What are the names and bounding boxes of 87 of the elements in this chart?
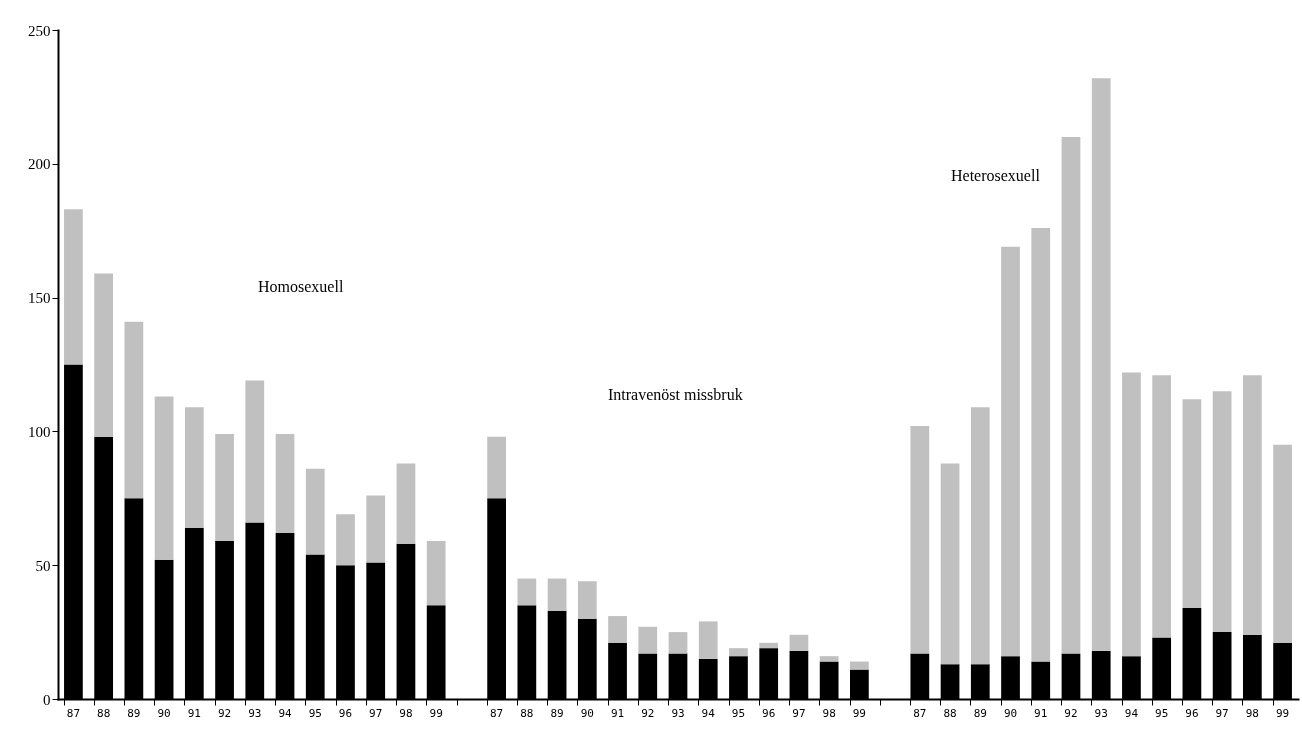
bar	[94, 273, 114, 437]
x-tick-label: 97	[1215, 706, 1229, 720]
bar	[275, 434, 295, 534]
bar	[910, 426, 930, 654]
x-tick-label: 96	[762, 706, 776, 720]
y-tick-label: 0	[43, 691, 51, 708]
x-tick-label: 95	[731, 706, 746, 720]
bar	[1091, 78, 1111, 651]
x-tick-label: 97	[369, 706, 383, 720]
y-tick-label: 50	[35, 557, 51, 574]
x-tick-label: 98	[822, 706, 836, 720]
bar	[729, 648, 748, 657]
bar	[577, 581, 597, 619]
x-tick-label: 89	[550, 706, 564, 720]
bar	[305, 468, 325, 555]
x-tick-label: 91	[610, 706, 625, 720]
bar	[1152, 375, 1172, 638]
annotation: Heterosexuell	[951, 167, 1041, 184]
bar	[154, 396, 174, 560]
x-tick-label: 98	[1245, 706, 1259, 720]
bar	[184, 407, 204, 528]
bar	[396, 463, 416, 544]
bar	[668, 632, 688, 654]
x-tick-label: 87	[490, 706, 504, 720]
x-tick-label: 87	[66, 706, 81, 720]
x-tick-label: 94	[1124, 706, 1139, 720]
x-tick-label: 90	[580, 706, 594, 720]
x-tick-label: 98	[399, 706, 413, 720]
bar	[245, 380, 265, 523]
bar	[819, 656, 839, 662]
bar	[940, 463, 960, 665]
x-tick-label: 96	[338, 706, 353, 720]
bar	[215, 434, 234, 542]
bar	[336, 514, 355, 566]
bar	[698, 621, 718, 659]
bar	[64, 209, 83, 365]
x-tick-label: 88	[943, 706, 957, 720]
annotation: Intravenöst missbruk	[608, 386, 743, 403]
annotation: Homosexuell	[258, 278, 344, 295]
bar	[426, 541, 446, 606]
x-tick-label: 96	[1185, 706, 1199, 720]
bar	[970, 407, 990, 665]
bar	[1273, 444, 1292, 643]
x-tick-label: 93	[671, 706, 685, 720]
x-tick-label: 88	[520, 706, 534, 720]
bar	[1122, 372, 1141, 657]
bar	[850, 661, 869, 670]
x-tick-label: 90	[157, 706, 171, 720]
x-tick-label: 99	[852, 706, 866, 720]
bar	[1182, 399, 1202, 609]
bar	[517, 578, 537, 606]
y-tick-label: 200	[28, 156, 51, 173]
bar	[366, 495, 386, 563]
x-tick-label: 95	[1155, 706, 1169, 720]
bar	[1212, 391, 1232, 633]
bar	[1242, 375, 1262, 635]
x-tick-label: 94	[278, 706, 293, 720]
y-tick-label: 150	[28, 290, 51, 307]
x-tick-label: 89	[973, 706, 987, 720]
x-tick-label: 99	[429, 706, 443, 720]
x-tick-label: 97	[792, 706, 806, 720]
x-tick-label: 93	[248, 706, 262, 720]
bar	[638, 626, 658, 654]
bar	[1001, 246, 1020, 657]
x-tick-label: 92	[641, 706, 655, 720]
bar	[789, 634, 809, 651]
bar	[1031, 228, 1051, 662]
x-tick-label: 92	[217, 706, 232, 720]
x-tick-label: 88	[97, 706, 111, 720]
x-tick-label: 93	[1094, 706, 1108, 720]
bar	[608, 616, 627, 643]
bar	[124, 321, 144, 499]
bar	[1061, 137, 1081, 654]
bar	[547, 578, 567, 611]
x-tick-label: 95	[308, 706, 322, 720]
bar	[759, 642, 779, 649]
y-tick-label: 100	[28, 423, 51, 440]
y-tick-label: 250	[28, 22, 51, 39]
x-tick-label: 91	[1034, 706, 1048, 720]
x-tick-label: 99	[1275, 706, 1290, 720]
x-tick-label: 90	[1003, 706, 1018, 720]
bar	[487, 436, 506, 499]
x-tick-label: 91	[187, 706, 201, 720]
x-tick-label: 89	[127, 706, 141, 720]
x-tick-label: 92	[1064, 706, 1078, 720]
x-tick-label: 87	[913, 706, 927, 720]
x-tick-label: 94	[701, 706, 716, 720]
